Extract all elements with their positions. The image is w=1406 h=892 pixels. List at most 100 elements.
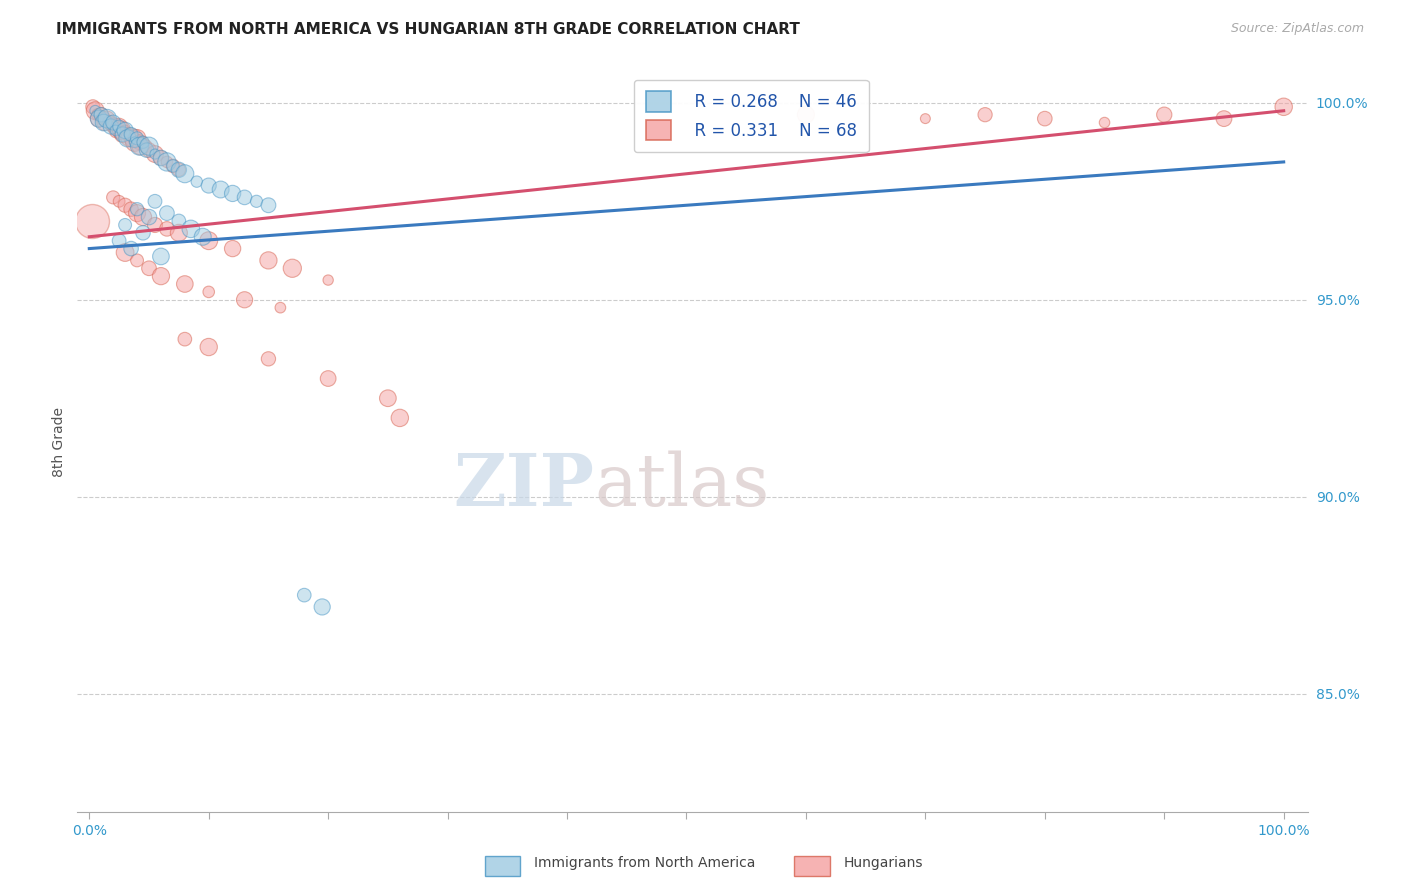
Point: [86, 108, 108, 122]
Point: [98, 115, 121, 129]
Point: [108, 120, 131, 134]
Point: [129, 139, 152, 153]
Point: [221, 242, 243, 256]
Text: ZIP: ZIP: [453, 450, 595, 522]
Point: [167, 162, 190, 177]
Point: [167, 214, 190, 228]
Text: Source: ZipAtlas.com: Source: ZipAtlas.com: [1230, 22, 1364, 36]
Point: [156, 222, 179, 236]
Point: [117, 128, 139, 142]
Point: [377, 391, 399, 405]
Point: [135, 143, 157, 157]
Point: [117, 131, 139, 145]
Point: [128, 139, 150, 153]
Point: [101, 115, 124, 129]
Point: [197, 234, 219, 248]
Point: [90, 108, 112, 122]
Point: [156, 155, 179, 169]
Point: [100, 120, 122, 134]
Point: [316, 371, 339, 385]
Point: [114, 218, 136, 232]
Point: [125, 206, 148, 220]
Point: [132, 135, 155, 149]
Point: [149, 151, 172, 165]
Point: [118, 131, 141, 145]
Point: [209, 182, 232, 196]
Text: IMMIGRANTS FROM NORTH AMERICA VS HUNGARIAN 8TH GRADE CORRELATION CHART: IMMIGRANTS FROM NORTH AMERICA VS HUNGARI…: [56, 22, 800, 37]
Point: [311, 599, 333, 614]
Point: [233, 293, 256, 307]
Point: [101, 190, 124, 204]
Point: [138, 139, 160, 153]
Point: [143, 194, 166, 209]
Point: [257, 351, 280, 366]
Point: [114, 198, 136, 212]
Point: [114, 123, 136, 137]
Point: [1272, 100, 1295, 114]
Point: [138, 143, 160, 157]
Point: [114, 123, 136, 137]
Point: [120, 128, 142, 142]
Point: [108, 234, 131, 248]
Point: [180, 222, 202, 236]
Point: [173, 167, 195, 181]
Point: [794, 108, 817, 122]
Point: [167, 162, 190, 177]
Point: [114, 245, 136, 260]
Point: [233, 190, 256, 204]
Point: [197, 285, 219, 299]
Point: [94, 115, 117, 129]
Text: atlas: atlas: [595, 450, 769, 521]
Point: [388, 411, 411, 425]
Point: [167, 226, 190, 240]
Text: Hungarians: Hungarians: [844, 855, 924, 870]
Point: [110, 123, 132, 137]
Point: [134, 139, 156, 153]
Point: [132, 210, 155, 224]
Y-axis label: 8th Grade: 8th Grade: [52, 407, 66, 476]
Point: [100, 120, 122, 134]
Point: [125, 253, 148, 268]
Point: [108, 120, 131, 134]
Point: [84, 103, 107, 118]
Point: [245, 194, 267, 209]
Point: [143, 218, 166, 232]
Point: [162, 159, 184, 173]
Point: [87, 112, 110, 126]
Point: [257, 198, 280, 212]
Point: [93, 112, 115, 126]
Point: [156, 155, 179, 169]
Point: [108, 194, 131, 209]
Point: [120, 202, 142, 217]
Point: [143, 147, 166, 161]
Point: [124, 135, 146, 149]
Point: [125, 131, 148, 145]
Point: [1094, 115, 1116, 129]
Point: [914, 112, 936, 126]
Point: [125, 202, 148, 217]
Point: [82, 100, 104, 114]
Point: [197, 340, 219, 354]
Point: [93, 115, 115, 129]
Point: [1153, 108, 1175, 122]
Point: [191, 229, 214, 244]
Point: [138, 210, 160, 224]
Point: [173, 332, 195, 346]
Point: [197, 178, 219, 193]
Legend:   R = 0.268    N = 46,   R = 0.331    N = 68: R = 0.268 N = 46, R = 0.331 N = 68: [634, 79, 869, 152]
Point: [269, 301, 291, 315]
Point: [292, 588, 315, 602]
Point: [257, 253, 280, 268]
Point: [122, 131, 145, 145]
Point: [156, 206, 179, 220]
Point: [221, 186, 243, 201]
Point: [974, 108, 997, 122]
Point: [104, 120, 127, 134]
Point: [173, 277, 195, 291]
Point: [84, 103, 107, 118]
Point: [186, 175, 208, 189]
Point: [1033, 112, 1056, 126]
Point: [125, 131, 148, 145]
Point: [87, 112, 110, 126]
Point: [111, 128, 134, 142]
